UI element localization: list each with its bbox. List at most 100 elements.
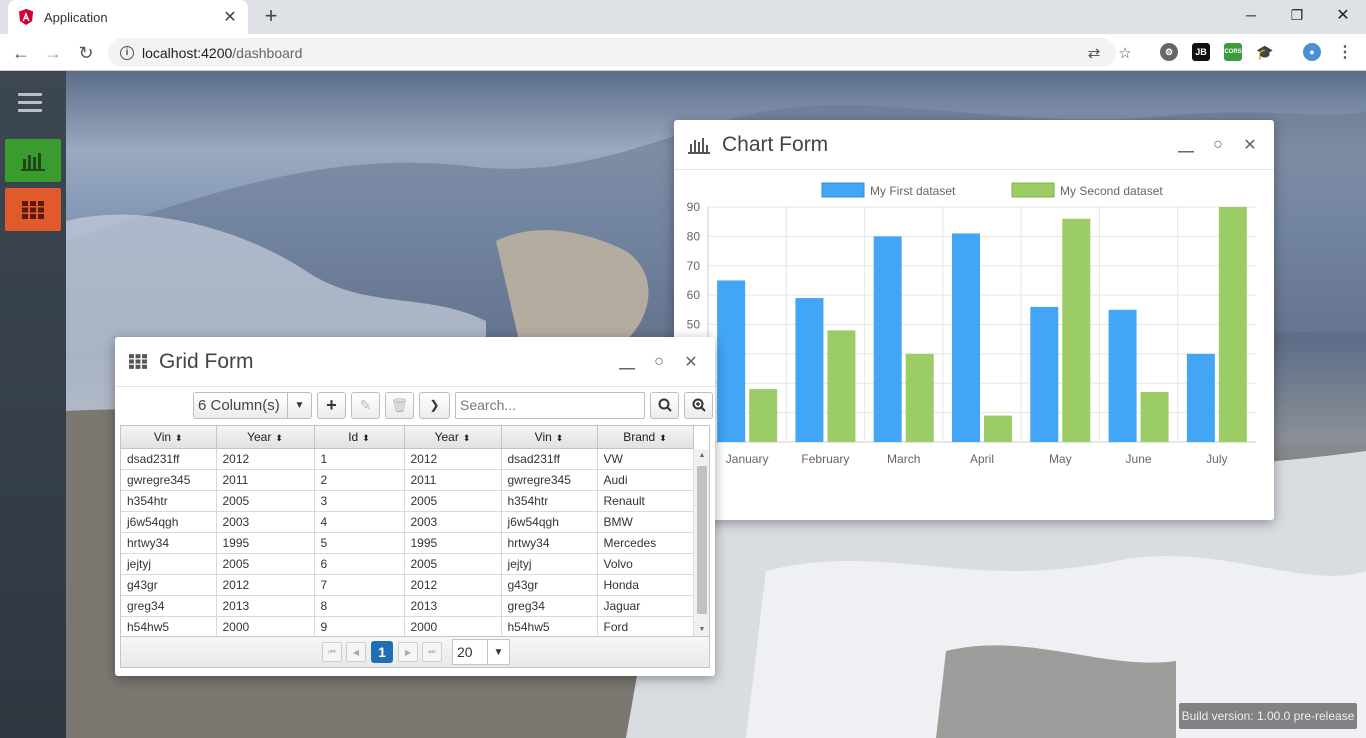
- restore-window-button[interactable]: ❐: [1290, 6, 1304, 23]
- prev-page-icon[interactable]: ◀: [346, 642, 366, 662]
- table-cell: 2013: [404, 595, 502, 617]
- close-tab-icon[interactable]: ✕: [223, 9, 237, 26]
- reload-button[interactable]: ↻: [78, 42, 94, 63]
- bar: [1108, 309, 1137, 442]
- extension-gear-icon[interactable]: ⚙: [1160, 43, 1178, 61]
- data-grid: Vin ⬍ Year ⬍ Id ⬍ Year ⬍ Vin ⬍ Brand ⬍ dsad231ff 201…: [120, 425, 710, 668]
- url-text: localhost:4200/dashboard: [142, 44, 303, 61]
- back-button[interactable]: ←: [12, 42, 30, 63]
- minimize-window-button[interactable]: ─: [1246, 7, 1256, 23]
- bar: [1186, 353, 1215, 442]
- bookmark-star-icon[interactable]: ☆: [1118, 45, 1132, 62]
- search-icon[interactable]: [650, 391, 679, 419]
- maximize-icon[interactable]: ○: [654, 352, 664, 370]
- zoom-search-icon[interactable]: [684, 391, 713, 419]
- column-header[interactable]: Id ⬍: [314, 426, 405, 449]
- tab-title: Application: [44, 9, 108, 25]
- column-header[interactable]: Year ⬍: [404, 426, 502, 449]
- table-cell: Renault: [597, 490, 694, 512]
- column-header-label: Id: [348, 429, 359, 444]
- table-cell: Volvo: [597, 553, 694, 575]
- current-page-button[interactable]: 1: [371, 641, 393, 663]
- browser-chrome: Application ✕ + ─ ❐ ✕ ← → ↻ i localhost:…: [0, 0, 1366, 71]
- expand-button[interactable]: ❯: [419, 391, 450, 419]
- next-page-icon[interactable]: ▶: [398, 642, 418, 662]
- scholar-extension-icon[interactable]: 🎓: [1256, 43, 1274, 60]
- sidebar-item-grid[interactable]: [5, 188, 61, 231]
- maximize-icon[interactable]: ○: [1213, 135, 1223, 153]
- page-size-value: 20: [457, 644, 473, 660]
- table-cell: hrtwy34: [501, 532, 598, 554]
- bar: [795, 298, 824, 442]
- table-row[interactable]: h354htr 2005 3 2005 h354htr Renault: [121, 490, 694, 512]
- grid-form-header[interactable]: Grid Form ⎽ ○ ✕: [115, 337, 715, 387]
- scroll-down-icon[interactable]: ▼: [698, 626, 706, 633]
- table-cell: Ford: [597, 616, 694, 638]
- table-row[interactable]: g43gr 2012 7 2012 g43gr Honda: [121, 574, 694, 596]
- chart-form-header[interactable]: Chart Form ⎽ ○ ✕: [674, 120, 1274, 170]
- minimize-icon[interactable]: ⎽: [618, 352, 635, 370]
- sort-icon[interactable]: ⬍: [555, 432, 564, 443]
- table-cell: g43gr: [501, 574, 598, 596]
- x-tick-label: April: [970, 452, 994, 466]
- bar: [873, 236, 902, 442]
- vertical-scrollbar[interactable]: ▲ ▼: [693, 449, 709, 637]
- hamburger-menu-icon[interactable]: [18, 93, 42, 113]
- translate-icon[interactable]: ⇄: [1087, 45, 1101, 62]
- first-page-icon[interactable]: ⏮: [322, 642, 342, 662]
- browser-tab[interactable]: Application ✕: [8, 0, 248, 34]
- table-cell: 7: [314, 574, 405, 596]
- search-input[interactable]: [455, 391, 645, 419]
- table-row[interactable]: jejtyj 2005 6 2005 jejtyj Volvo: [121, 553, 694, 575]
- bar: [984, 415, 1012, 442]
- bar: [1062, 218, 1091, 442]
- scroll-up-icon[interactable]: ▲: [698, 452, 706, 459]
- scrollbar-thumb[interactable]: [697, 466, 707, 614]
- column-header[interactable]: Year ⬍: [216, 426, 315, 449]
- profile-avatar[interactable]: ●: [1303, 43, 1321, 61]
- page-size-dropdown[interactable]: 20 ▼: [452, 639, 510, 665]
- sort-icon[interactable]: ⬍: [362, 432, 370, 443]
- table-row[interactable]: dsad231ff 2012 1 2012 dsad231ff VW: [121, 448, 694, 470]
- column-header[interactable]: Vin ⬍: [121, 426, 217, 449]
- edit-row-button[interactable]: ✎: [351, 391, 380, 419]
- close-window-button[interactable]: ✕: [1336, 7, 1350, 24]
- minimize-icon[interactable]: ⎽: [1177, 135, 1194, 153]
- bar-chart-icon: [688, 137, 710, 154]
- delete-row-button[interactable]: 🗑: [385, 391, 414, 419]
- sort-icon[interactable]: ⬍: [659, 432, 667, 443]
- add-row-button[interactable]: +: [317, 391, 346, 419]
- forward-button[interactable]: →: [44, 42, 62, 63]
- table-row[interactable]: gwregre345 2011 2 2011 gwregre345 Audi: [121, 469, 694, 491]
- table-cell: greg34: [121, 595, 217, 617]
- column-header[interactable]: Vin ⬍: [501, 426, 598, 449]
- table-cell: 2005: [404, 490, 502, 512]
- jetbrains-extension-icon[interactable]: JB: [1192, 43, 1210, 61]
- address-bar[interactable]: i localhost:4200/dashboard ⇄ ☆: [108, 38, 1132, 67]
- column-header-label: Year: [434, 429, 459, 444]
- table-row[interactable]: hrtwy34 1995 5 1995 hrtwy34 Mercedes: [121, 532, 694, 554]
- new-tab-button[interactable]: +: [264, 3, 278, 28]
- sidebar: [0, 71, 66, 738]
- last-page-icon[interactable]: ⏭: [422, 642, 442, 662]
- cors-extension-icon[interactable]: CORS: [1224, 43, 1242, 61]
- bar: [749, 389, 778, 442]
- menu-kebab-icon[interactable]: ⋮: [1337, 44, 1353, 61]
- table-cell: 2003: [216, 511, 315, 533]
- table-cell: 1995: [404, 532, 502, 554]
- close-icon[interactable]: ✕: [684, 353, 698, 371]
- table-row[interactable]: greg34 2013 8 2013 greg34 Jaguar: [121, 595, 694, 617]
- x-tick-label: January: [726, 452, 769, 466]
- column-header[interactable]: Brand ⬍: [597, 426, 694, 449]
- sort-icon[interactable]: ⬍: [462, 432, 471, 443]
- sort-icon[interactable]: ⬍: [175, 432, 183, 443]
- close-icon[interactable]: ✕: [1243, 136, 1257, 154]
- sidebar-item-chart[interactable]: [5, 139, 61, 182]
- column-chooser-dropdown[interactable]: 6 Column(s) ▼: [193, 391, 312, 419]
- table-row[interactable]: h54hw5 2000 9 2000 h54hw5 Ford: [121, 616, 694, 638]
- grid-form-title: Grid Form: [159, 349, 254, 373]
- sort-icon[interactable]: ⬍: [275, 432, 283, 443]
- site-info-icon[interactable]: i: [120, 45, 134, 60]
- table-row[interactable]: j6w54qgh 2003 4 2003 j6w54qgh BMW: [121, 511, 694, 533]
- bar: [1140, 392, 1169, 442]
